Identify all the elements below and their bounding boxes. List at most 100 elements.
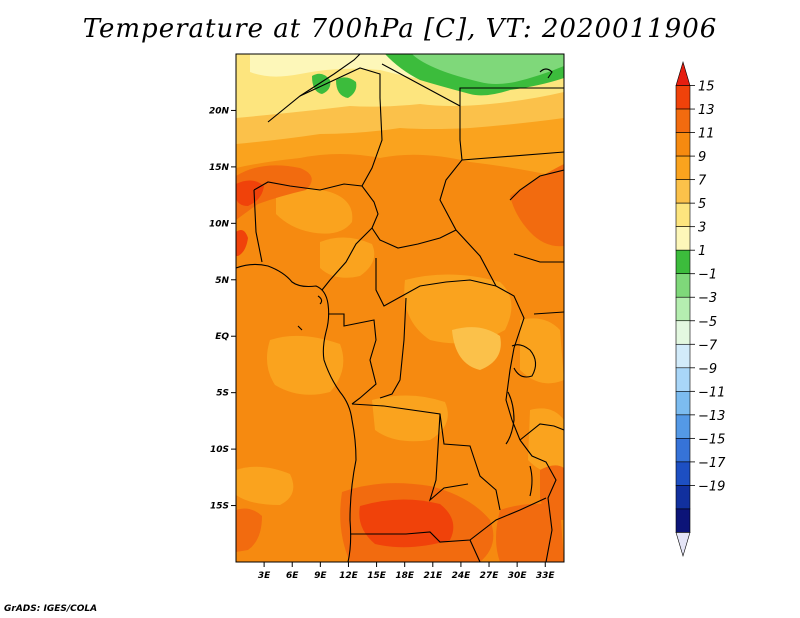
- colorbar-swatch: [675, 320, 691, 345]
- border-botswana: [469, 539, 481, 562]
- bioko-island: [317, 295, 323, 305]
- colorbar-swatch: [675, 249, 691, 275]
- colorbar-top-triangle: [675, 60, 691, 86]
- lat-tick-label: 10S: [210, 445, 229, 455]
- border-angola-drc: [351, 403, 501, 511]
- colorbar-swatch: [675, 414, 691, 439]
- field-11-13-westafrica: [236, 165, 312, 220]
- colorbar-legend: 15 13 11 9 7 5 3 1 −1 −3 −5 −7 −9 −11 −13 −15 −17 −19: [675, 60, 726, 558]
- field-11-13-sudan: [510, 164, 564, 247]
- lon-tick-label: 33E: [536, 571, 556, 581]
- lon-tick-label: 6E: [286, 571, 299, 581]
- sinai-coast: [539, 68, 553, 79]
- border-congo-gabon: [328, 313, 377, 405]
- colorbar-label: −7: [698, 338, 718, 353]
- temperature-field: [236, 54, 564, 562]
- border-libya-egypt: [459, 87, 564, 106]
- lon-tick-label: 9E: [314, 571, 327, 581]
- lon-tick-label: 30E: [508, 571, 528, 581]
- field-minus3-minus1-north: [412, 54, 564, 84]
- border-tanzania: [519, 423, 564, 441]
- colorbar-swatch: [675, 438, 691, 463]
- colorbar-label: −19: [698, 479, 725, 494]
- colorbar-label: 13: [698, 103, 715, 118]
- lake-victoria: [511, 344, 537, 378]
- border-angola-zambia: [428, 413, 469, 502]
- border-car-drc: [375, 258, 497, 307]
- field-13-15-angola: [359, 499, 454, 548]
- country-borders: [236, 54, 564, 562]
- colorbar-swatch: [675, 367, 691, 392]
- field-7-9-south-center: [372, 395, 448, 442]
- colorbar-swatch: [675, 296, 691, 322]
- colorbar-label: −11: [698, 385, 725, 400]
- colorbar-label: −1: [698, 268, 717, 283]
- colorbar-label: −9: [698, 362, 717, 377]
- field-13-15-westafrica: [236, 180, 264, 206]
- border-nigeria-cameroon: [321, 227, 373, 291]
- colorbar-swatch: [675, 226, 691, 251]
- footer-credit: GrADS: IGES/COLA: [4, 604, 98, 614]
- coastline-west: [236, 263, 357, 562]
- colorbar-label: −13: [698, 409, 725, 424]
- colorbar-label: 9: [698, 150, 706, 165]
- colorbar-label: −17: [698, 456, 726, 471]
- border-chad-car: [371, 227, 457, 249]
- field-11-13-malawi: [540, 465, 564, 520]
- field-7-9-gabon: [266, 335, 344, 395]
- colorbar-swatch: [675, 273, 691, 298]
- colorbar-swatch: [675, 461, 691, 486]
- colorbar-swatch: [675, 179, 691, 204]
- colorbar-swatch: [675, 85, 691, 110]
- field-13-15-coast: [236, 230, 248, 256]
- colorbar-swatch: [675, 391, 691, 416]
- sao-tome: [297, 325, 303, 331]
- latitude-axis: 20N 15N 10N 5N EQ 5S 10S 15S: [209, 106, 236, 512]
- field-7-9-southwest: [236, 466, 294, 505]
- border-namibia-angola: [350, 497, 547, 543]
- colorbar-swatch: [675, 485, 691, 510]
- chart-title: Temperature at 700hPa [C], VT: 202001190…: [82, 14, 718, 44]
- colorbar-label: 7: [698, 174, 707, 189]
- border-malawi-mozambique: [519, 439, 557, 562]
- border-chad-sudan: [381, 63, 497, 287]
- colorbar-swatch: [675, 343, 691, 369]
- colorbar-swatch: [675, 155, 691, 180]
- colorbar-label: 11: [698, 127, 715, 142]
- lon-tick-label: 3E: [258, 571, 271, 581]
- colorbar-swatch: [675, 508, 691, 533]
- colorbar-label: 5: [698, 197, 706, 212]
- lon-tick-label: 12E: [339, 571, 359, 581]
- border-uganda-kenya: [533, 311, 564, 315]
- colorbar-swatch: [675, 132, 691, 157]
- border-drc-congo: [379, 297, 407, 399]
- lake-tanganyika: [505, 391, 515, 445]
- border-south-sudan-east: [513, 253, 564, 263]
- colorbar-label: −5: [698, 315, 717, 330]
- colorbar-label: 15: [698, 80, 715, 95]
- lat-tick-label: 15N: [209, 163, 230, 173]
- lat-tick-label: 5S: [216, 389, 229, 399]
- lon-tick-label: 24E: [452, 571, 472, 581]
- colorbar-label: −3: [698, 291, 717, 306]
- map-frame: [235, 53, 565, 563]
- border-niger-chad: [299, 67, 383, 229]
- lon-tick-label: 27E: [480, 571, 500, 581]
- field-11-13-mozambique: [496, 503, 564, 562]
- lon-tick-label: 15E: [367, 571, 387, 581]
- colorbar-swatch: [675, 202, 691, 227]
- lon-tick-label: 18E: [395, 571, 415, 581]
- border-sudan-north: [461, 151, 564, 161]
- border-benin-nigeria: [253, 189, 263, 263]
- lat-tick-label: 10N: [209, 219, 230, 229]
- colorbar-label: 3: [698, 221, 706, 236]
- border-nigeria-niger: [253, 181, 363, 191]
- lake-malawi: [529, 465, 533, 497]
- border-algeria-mali: [267, 54, 361, 123]
- field-7-9-center: [320, 237, 375, 278]
- field-7-9-southeast: [528, 408, 564, 473]
- field-7-9-west: [276, 188, 353, 234]
- field-7-9-congo: [404, 274, 512, 344]
- field-green-patch-2: [336, 77, 357, 98]
